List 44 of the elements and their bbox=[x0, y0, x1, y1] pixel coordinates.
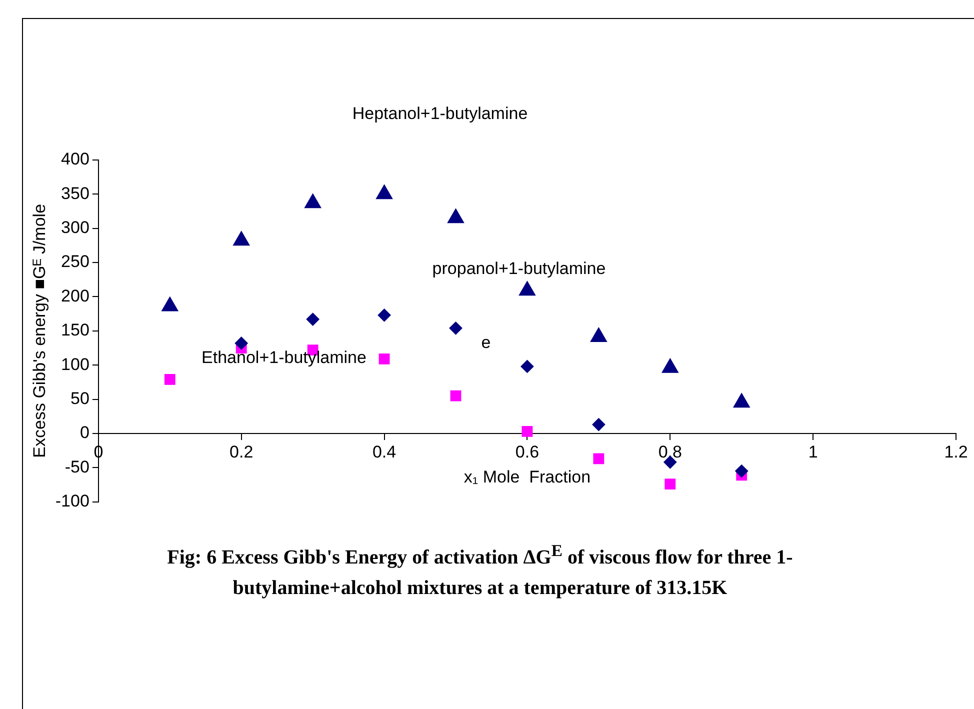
point bbox=[592, 418, 606, 432]
x-tick-label: 0.6 bbox=[515, 442, 540, 462]
x-tick-label: 0.4 bbox=[372, 442, 396, 462]
y-tick-label: 100 bbox=[61, 354, 90, 374]
y-tick-label: 250 bbox=[61, 252, 90, 272]
point bbox=[234, 336, 248, 350]
point bbox=[304, 194, 322, 208]
y-tick-label: 50 bbox=[70, 388, 90, 408]
point bbox=[162, 296, 178, 312]
point bbox=[518, 281, 536, 296]
y-tick-label: 150 bbox=[61, 320, 90, 340]
point bbox=[735, 464, 748, 478]
point bbox=[378, 353, 390, 364]
point bbox=[233, 231, 250, 246]
point bbox=[378, 308, 391, 322]
x-tick-label: 0.2 bbox=[230, 442, 254, 462]
y-tick-label: 350 bbox=[61, 184, 90, 203]
text: Heptanol+1-butylamine bbox=[351, 104, 529, 124]
point bbox=[306, 312, 320, 326]
text: Fig: 6 Excess Gibb's Energy of activation ΔG$^{E}$ of viscous flow for three 1-butylamine+alcohol mixtures at a temperature of 313.15K bbox=[166, 540, 794, 601]
point bbox=[449, 322, 462, 335]
point bbox=[520, 360, 534, 373]
y-tick-label: 400 bbox=[61, 150, 90, 169]
point bbox=[376, 184, 393, 200]
y-axis-title: Excess Gibb's energy ■Gᴱ J/mole bbox=[30, 204, 49, 458]
point bbox=[664, 478, 676, 490]
x-tick-label: 1 bbox=[808, 442, 818, 462]
point bbox=[164, 374, 176, 385]
annotation: propanol+1-butylamine bbox=[432, 259, 606, 279]
x-axis-title: x₁ Mole Fraction bbox=[464, 468, 591, 487]
y-tick-label: 300 bbox=[61, 218, 90, 238]
x-tick-label: 0.8 bbox=[658, 442, 682, 462]
annotation: Ethanol+1-butylamine bbox=[202, 348, 366, 368]
point bbox=[450, 390, 462, 402]
point bbox=[590, 328, 607, 342]
annotation: e bbox=[481, 333, 491, 353]
point bbox=[522, 426, 533, 437]
y-tick-label: 200 bbox=[61, 286, 90, 306]
x-tick-label: 1.2 bbox=[944, 442, 968, 462]
y-tick-label: -50 bbox=[64, 457, 90, 476]
y-tick-label: 0 bbox=[80, 423, 90, 442]
point bbox=[447, 208, 464, 224]
point bbox=[593, 453, 604, 464]
y-tick-label: -100 bbox=[55, 491, 90, 510]
